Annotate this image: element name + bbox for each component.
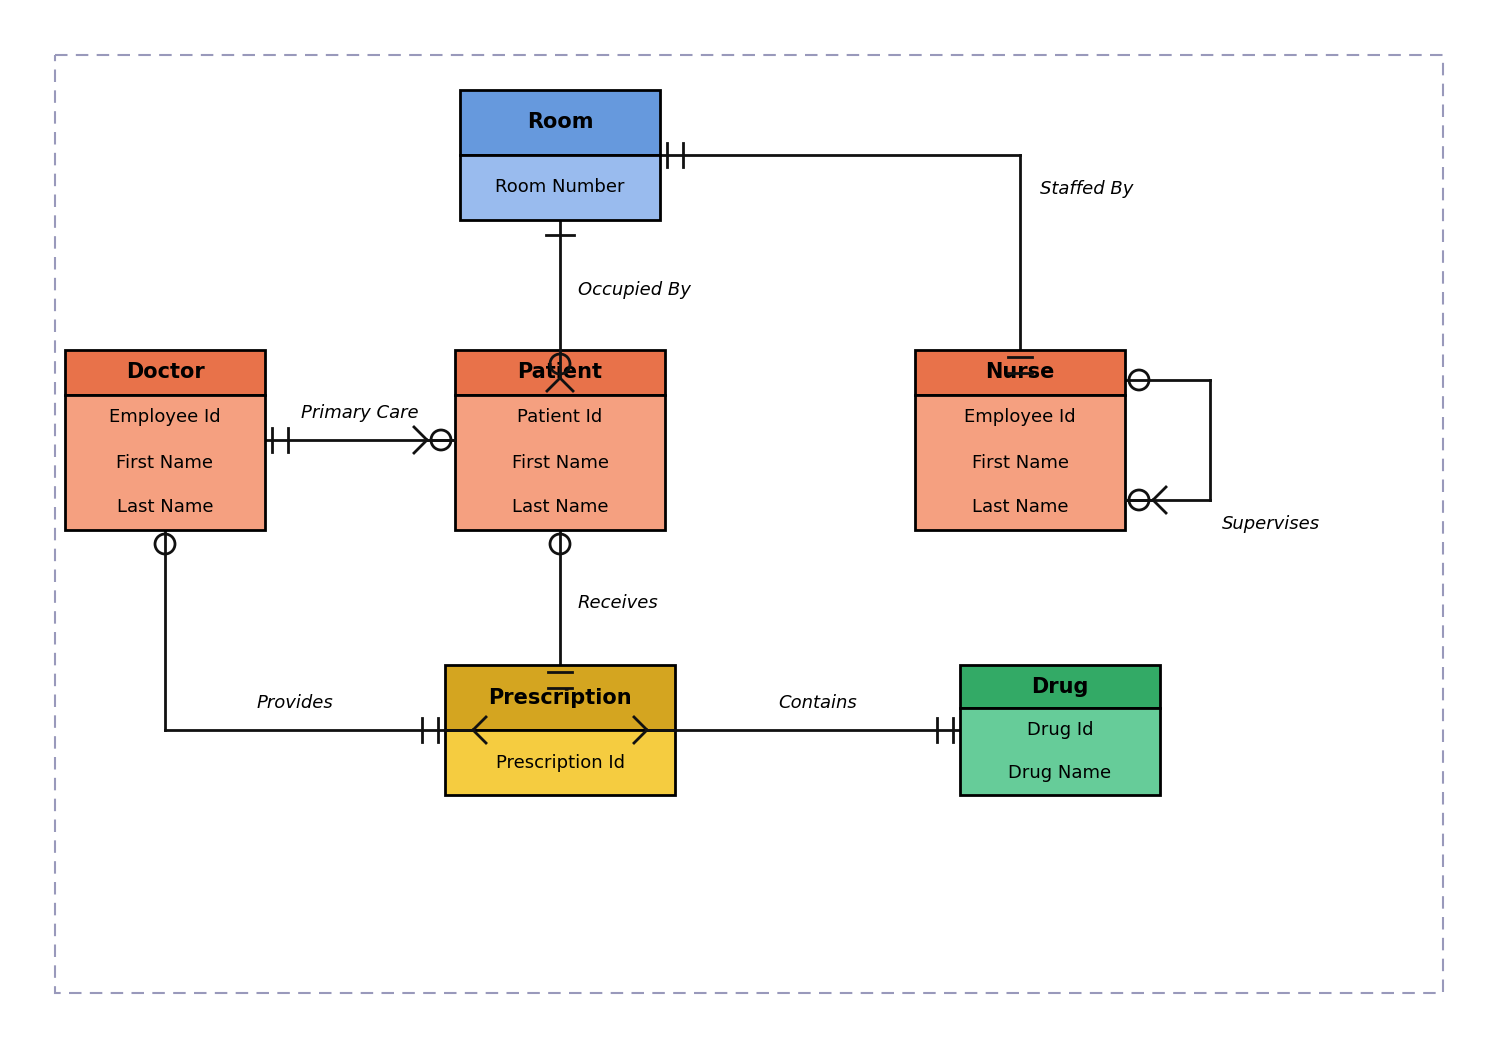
Text: First Name: First Name: [511, 454, 608, 472]
Bar: [445, 665, 676, 730]
Text: Room: Room: [527, 112, 593, 132]
Text: Prescription Id: Prescription Id: [496, 754, 625, 771]
Text: First Name: First Name: [972, 454, 1068, 472]
Text: Employee Id: Employee Id: [109, 409, 220, 427]
Text: Primary Care: Primary Care: [301, 403, 419, 422]
Text: Provides: Provides: [256, 694, 334, 712]
Text: Employee Id: Employee Id: [965, 409, 1076, 427]
Bar: [960, 708, 1159, 795]
Text: Last Name: Last Name: [117, 499, 213, 517]
Text: Contains: Contains: [777, 694, 857, 712]
Bar: [460, 90, 661, 155]
Bar: [960, 665, 1159, 708]
Bar: [915, 395, 1125, 530]
Text: Patient Id: Patient Id: [517, 409, 602, 427]
Text: Staffed By: Staffed By: [1040, 180, 1134, 198]
Bar: [915, 350, 1125, 395]
Bar: [455, 350, 665, 395]
Bar: [64, 395, 265, 530]
Text: Patient: Patient: [517, 363, 602, 383]
Text: Last Name: Last Name: [512, 499, 608, 517]
Text: Drug: Drug: [1031, 677, 1089, 697]
Text: Drug Id: Drug Id: [1026, 721, 1094, 739]
Text: Drug Name: Drug Name: [1008, 764, 1112, 783]
Text: Occupied By: Occupied By: [578, 281, 691, 299]
Bar: [445, 730, 676, 795]
Text: Doctor: Doctor: [126, 363, 204, 383]
Bar: [55, 54, 1443, 994]
Text: Room Number: Room Number: [496, 178, 625, 197]
Text: Supervises: Supervises: [1222, 515, 1320, 533]
Text: Last Name: Last Name: [972, 499, 1068, 517]
Bar: [460, 155, 661, 220]
Bar: [455, 395, 665, 530]
Text: Receives: Receives: [578, 593, 659, 611]
Text: Nurse: Nurse: [986, 363, 1055, 383]
Text: Prescription: Prescription: [488, 687, 632, 707]
Text: First Name: First Name: [117, 454, 214, 472]
Bar: [64, 350, 265, 395]
